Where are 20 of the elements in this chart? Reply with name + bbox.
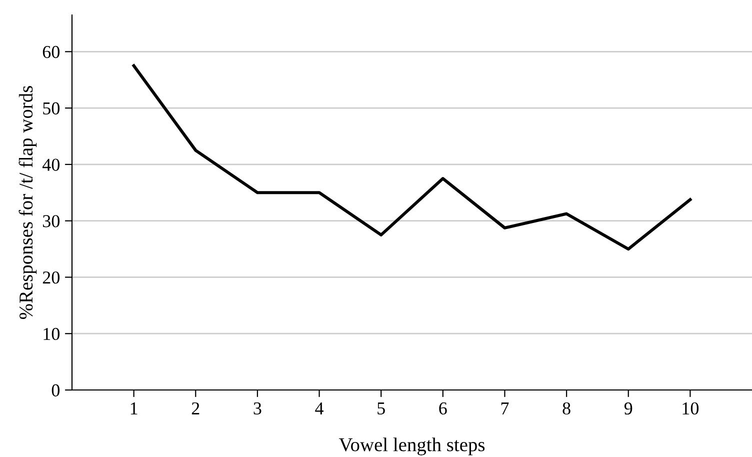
x-axis-title: Vowel length steps [338,438,485,456]
y-tick-label: 50 [43,102,60,114]
x-tick-label: 9 [624,402,632,415]
y-tick-label: 20 [42,271,60,284]
x-tick-label: 10 [682,402,699,415]
x-tick-label: 3 [254,402,262,415]
x-tick-label: 6 [439,402,447,415]
y-tick-label: 30 [43,215,60,228]
x-tick-label: 7 [501,402,509,414]
y-tick-label: 40 [42,158,60,171]
y-tick-label: 0 [52,384,60,396]
x-tick-label: 1 [130,402,138,414]
x-tick-label: 5 [378,402,385,415]
x-tick-label: 8 [562,402,570,415]
y-tick-label: 10 [44,328,60,340]
x-tick-label: 4 [315,402,324,414]
x-tick-label: 2 [192,402,200,414]
line-series [132,64,692,251]
y-tick-label: 60 [42,46,60,58]
y-axis-title: %Responses for /t/ flap words [18,86,37,320]
